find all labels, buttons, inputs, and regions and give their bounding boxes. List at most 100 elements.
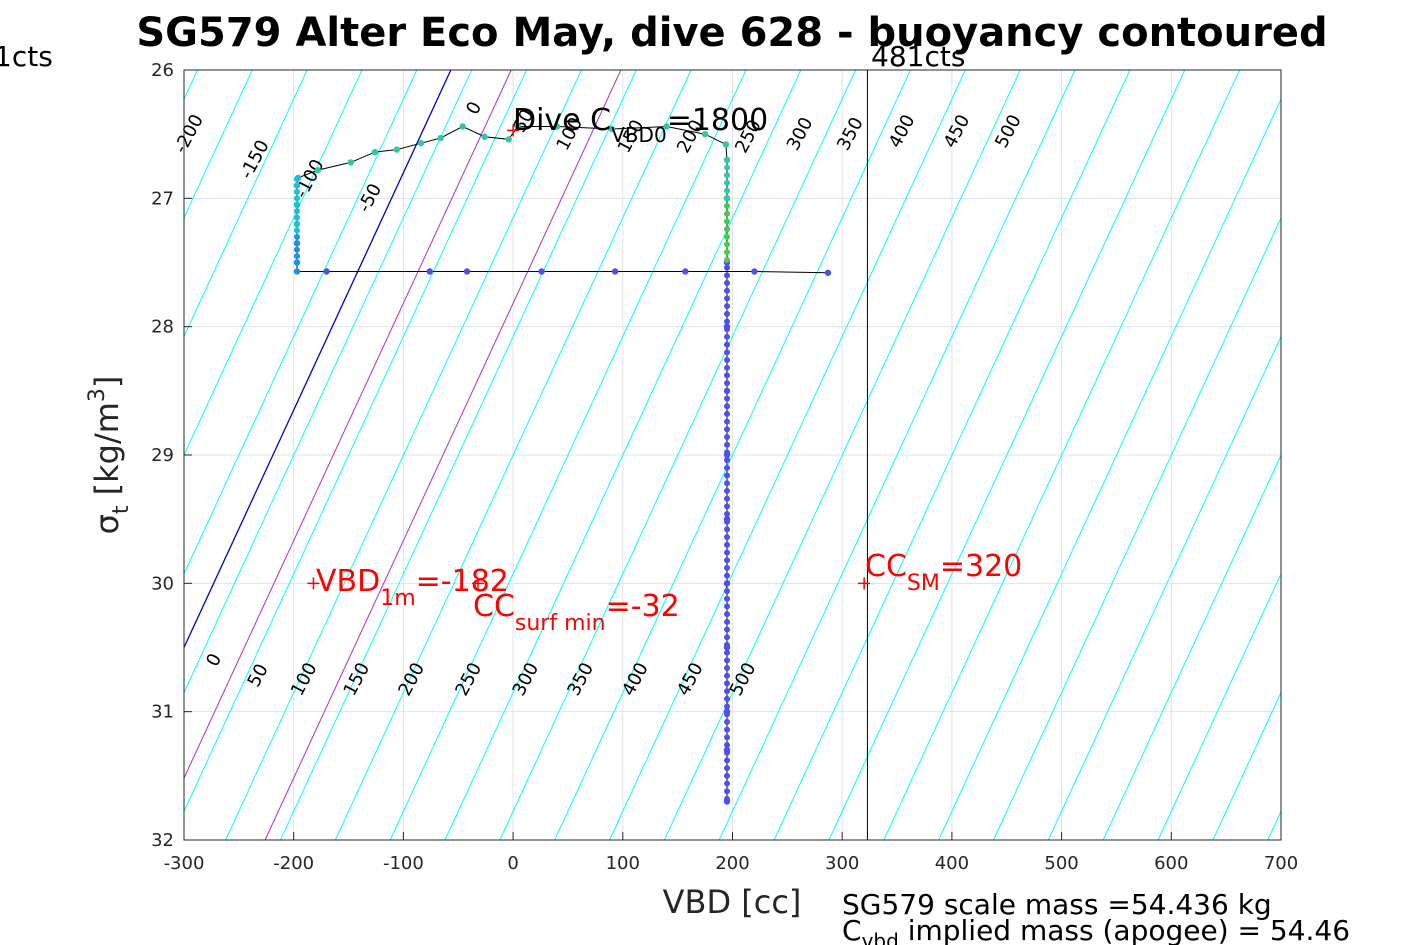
dive-track-point [724,795,731,802]
dive-c-value: =1800 [667,103,768,138]
x-tick-label: 100 [606,853,640,874]
x-tick-label: -300 [164,853,205,874]
x-tick-label: 500 [1044,853,1078,874]
dive-track-point [724,749,731,756]
dive-track-point [323,268,330,275]
x-tick-label: 600 [1154,853,1188,874]
dive-track-point [538,268,545,275]
dive-track-point [293,259,300,266]
dive-track-point [724,511,731,518]
dive-track-point [724,403,731,410]
contour-line-cyan [883,70,1241,840]
y-axis-ticks: 26 27 28 29 30 31 32 [151,60,192,851]
dive-track-point [701,130,709,138]
dive-track-point [724,210,731,217]
contour-line-cyan [718,70,1076,840]
dive-track-point [724,595,731,602]
dive-track-point [293,227,300,234]
dive-track-point [724,418,731,425]
dive-track-point [724,295,731,302]
dive-track-point [682,268,689,275]
cc-sm-sub: SM [907,571,940,596]
dive-track-point [663,123,670,130]
vbd-1m-annotation: VBD1m=-182 [316,564,509,611]
x-tick-label: 700 [1264,853,1298,874]
dive-track-point [724,672,731,679]
contour-line-cyan [184,70,418,576]
dive-track-point [724,256,731,263]
y-tick-label: 32 [151,830,174,851]
contour-line-cyan [938,97,1281,840]
dive-track-point [724,788,731,795]
dive-track-point [724,357,731,364]
contour-line-cyan [334,70,692,840]
dive-track-point [724,641,731,648]
implied-sub: vbd [862,929,899,945]
dive-track-point [724,349,731,356]
dive-track-point [724,380,731,387]
dive-track-point [608,125,616,133]
dive-track-point [724,665,731,672]
dive-track-point [463,268,471,275]
contour-line-cyan [184,70,473,694]
dive-track-point [293,240,300,247]
dive-track-point [724,249,731,256]
contour-line-cyan [184,70,253,219]
dive-track-point [724,395,731,402]
dive-c-sub2: 0 [654,123,667,147]
dive-track-point [293,188,300,195]
dive-track-point [314,166,322,174]
cc-surf-sub: surf min [515,611,606,636]
vbd-1m-value: =-182 [416,564,509,599]
dive-track-point [293,268,301,275]
dive-c-annotation: Dive CVBD0=1800 [513,103,768,147]
dive-track-point [724,557,731,564]
dive-track-point [724,734,731,741]
dive-track-point [724,233,731,240]
dive-track-point [724,634,731,641]
dive-track-point [724,588,731,595]
dive-track-point [724,280,731,287]
dive-track-point [481,133,488,140]
contour-line-cyan [1323,70,1417,840]
dive-track-point [724,688,731,695]
dive-track-point [293,233,300,240]
dive-track-point [724,441,731,448]
x-tick-label: -100 [383,853,424,874]
contour-line-cyan [609,70,966,840]
dive-track-point [724,649,731,656]
contour-line-cyan [1212,691,1281,840]
x-tick-label: 0 [507,853,518,874]
dive-track-point [514,123,521,130]
dive-track-point [724,434,731,441]
x-tick-label: 200 [715,853,749,874]
cc-sm-annotation: CCSM=320 [865,549,1022,596]
dive-c-sub: VBD [611,123,654,147]
dive-track-point [724,503,731,510]
dive-track-point [722,141,730,148]
dive-track-point [724,272,731,279]
dive-track-point [724,765,731,772]
dive-track-point [724,772,731,779]
contour-line-magenta [184,70,512,780]
dive-track-point [724,742,731,749]
dive-track-point [371,148,379,156]
contour-line-cyan [444,70,802,840]
y-tick-label: 30 [151,573,174,594]
dive-track-point [553,123,561,130]
dive-track-point [724,718,731,725]
contour-line-cyan [0,70,33,840]
dive-track-point [724,218,731,225]
dive-track-point [724,534,731,541]
dive-track-point [293,246,300,253]
dive-track-point [724,156,731,163]
dive-track-point [293,208,300,215]
dive-track-point [724,711,731,718]
dive-track-point [724,364,731,371]
cc-sm-marker [858,577,871,590]
dive-track-point [724,618,731,625]
contour-line-zero [184,70,452,650]
dive-track-point [824,269,832,276]
dive-track-point [724,303,731,310]
y-tick-label: 31 [151,702,174,723]
